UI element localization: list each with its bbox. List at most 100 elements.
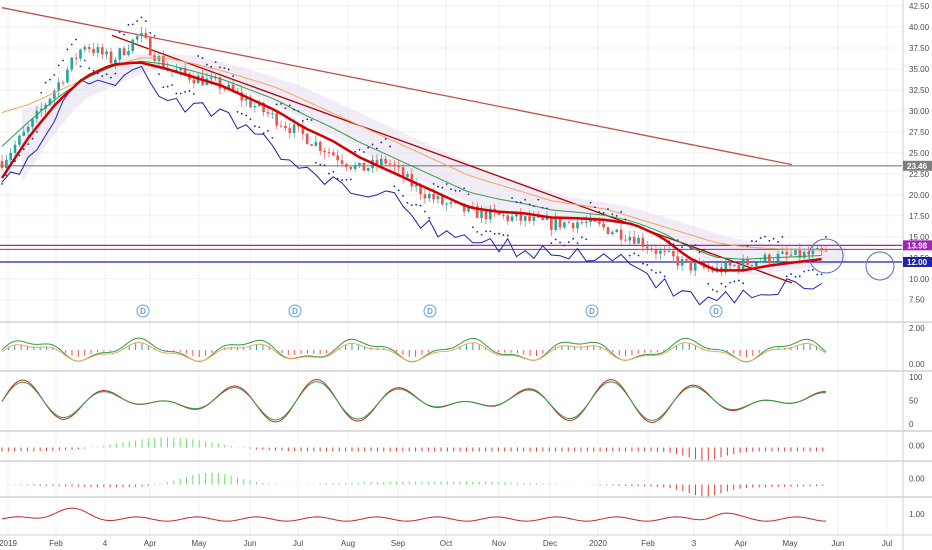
sar-dot <box>210 65 213 68</box>
candle-body <box>728 262 732 266</box>
sar-dot <box>319 163 322 166</box>
trendline[interactable] <box>1 7 793 166</box>
candle-body <box>87 46 91 49</box>
candle-body <box>488 208 492 220</box>
sar-dot <box>271 136 274 139</box>
sar-dot <box>280 102 282 105</box>
candle-body <box>567 222 571 224</box>
sar-dot <box>214 61 217 64</box>
candle-body <box>741 258 745 270</box>
candle-body <box>645 246 649 249</box>
candle-body <box>114 59 117 64</box>
sar-dot <box>57 64 60 67</box>
sar-dot <box>197 55 200 57</box>
sar-dot <box>594 206 596 209</box>
candle-body <box>240 92 244 101</box>
sar-dot <box>646 263 649 266</box>
x-tick-label: Sep <box>391 539 406 548</box>
sar-dot <box>44 81 47 84</box>
candle-body <box>318 141 322 151</box>
dividend-marker[interactable] <box>288 304 302 318</box>
candle-body <box>724 262 728 273</box>
candle-body <box>619 229 623 240</box>
candle-body <box>754 262 758 267</box>
candle-body <box>576 222 579 229</box>
candle-body <box>484 209 488 220</box>
candle-body <box>393 164 396 167</box>
sar-dot <box>306 118 309 121</box>
sar-dot <box>585 238 588 241</box>
x-tick-label: Feb <box>49 539 63 548</box>
sar-dot <box>293 108 296 111</box>
sar-dot <box>166 85 169 88</box>
sar-dot <box>528 203 531 206</box>
sar-dot <box>598 211 601 213</box>
candle-body <box>279 125 283 127</box>
candle-body <box>750 264 754 267</box>
candle-body <box>148 37 152 56</box>
dividend-marker-label: D <box>292 307 298 316</box>
pane-y-tick-label: 0.00 <box>909 475 925 484</box>
candle-body <box>406 174 409 178</box>
sar-dot <box>607 208 609 210</box>
sar-dot <box>694 244 697 247</box>
candle-body <box>336 155 340 161</box>
sar-dot <box>716 290 718 293</box>
candle-body <box>606 227 610 235</box>
candle-body <box>580 222 584 224</box>
dividend-marker[interactable] <box>709 304 723 318</box>
highlight-circle-2 <box>865 251 895 281</box>
candle-body <box>632 236 636 244</box>
candle-body <box>680 258 684 266</box>
dividend-marker[interactable] <box>136 304 150 318</box>
sar-dot <box>580 236 583 239</box>
sar-dot <box>206 63 208 66</box>
sar-dot <box>354 150 357 153</box>
candle-body <box>109 51 113 64</box>
candle-body <box>807 251 810 255</box>
candle-body <box>44 104 47 109</box>
sar-dot <box>40 91 43 94</box>
candle-body <box>759 261 762 263</box>
candle-body <box>288 128 292 133</box>
candle-body <box>798 248 802 258</box>
candle-body <box>689 260 693 271</box>
sar-dot <box>118 31 121 34</box>
candle-body <box>401 167 405 178</box>
sar-dot <box>437 185 439 188</box>
sar-dot <box>489 230 492 233</box>
sar-dot <box>406 201 409 204</box>
sar-dot <box>380 141 383 144</box>
macd-signal <box>1 341 827 363</box>
sar-dot <box>301 119 304 122</box>
dividend-marker[interactable] <box>585 304 599 318</box>
candle-body <box>257 102 261 107</box>
sar-dot <box>371 143 374 146</box>
candle-body <box>515 213 518 217</box>
sar-dot <box>812 268 814 271</box>
sar-dot <box>467 193 470 196</box>
sar-dot <box>62 59 64 62</box>
horizontal-levels <box>0 165 902 263</box>
sar-dot <box>707 282 710 285</box>
candle-body <box>0 161 4 168</box>
sar-dot <box>572 237 575 240</box>
sar-dot <box>628 254 631 257</box>
sar-dot <box>650 269 653 272</box>
sar-dot <box>284 107 287 110</box>
candle-body <box>737 264 741 270</box>
sar-dot <box>162 86 165 89</box>
sar-dot <box>750 240 753 242</box>
sar-dot <box>655 271 657 274</box>
sar-dot <box>140 16 143 19</box>
sar-dot <box>803 270 806 273</box>
candle-body <box>275 113 278 126</box>
candle-body <box>563 222 566 228</box>
sar-dot <box>92 69 95 72</box>
dividend-marker[interactable] <box>423 304 437 318</box>
sar-dot <box>641 262 644 265</box>
sar-dot <box>75 38 78 41</box>
